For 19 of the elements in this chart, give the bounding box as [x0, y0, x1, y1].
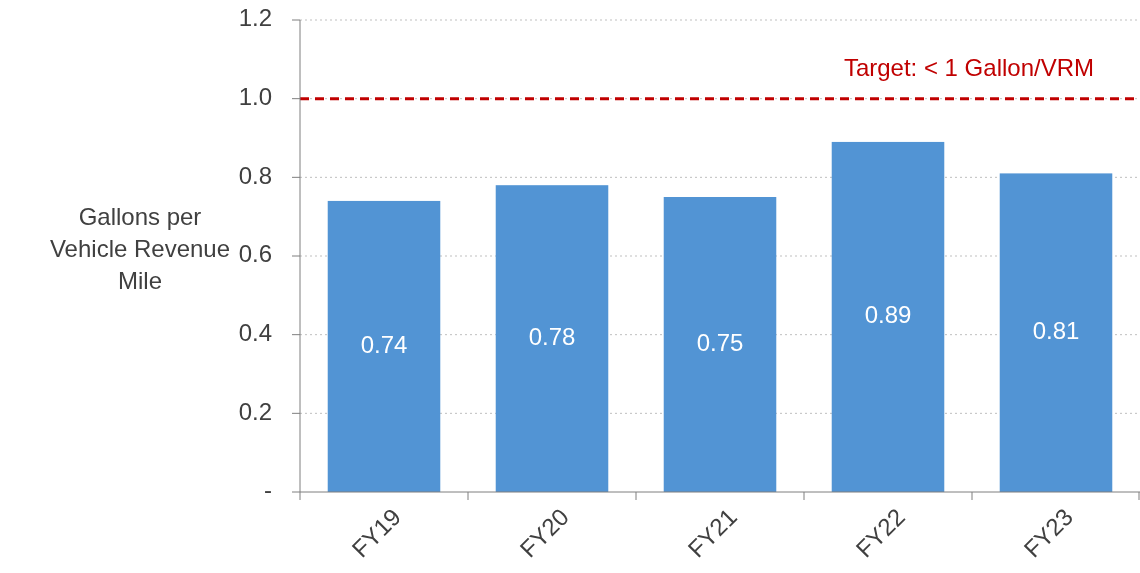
y-tick-label: 0.2: [238, 397, 272, 425]
y-tick-label: 0.4: [238, 319, 272, 347]
bar: [999, 173, 1113, 492]
data-label: 0.78: [528, 322, 576, 350]
ref-line-label: Target: < 1 Gallon/VRM: [843, 54, 1094, 82]
bar: [663, 197, 777, 492]
y-tick-label: 0.6: [238, 240, 272, 268]
y-axis-title: Gallons per Vehicle Revenue Mile: [49, 203, 231, 294]
data-label: 0.89: [864, 301, 912, 329]
y-tick-label: 1.0: [238, 83, 272, 111]
y-tick-label: 1.2: [238, 4, 272, 32]
data-label: 0.75: [696, 328, 744, 356]
data-label: 0.74: [360, 330, 408, 358]
bar: [327, 200, 441, 492]
y-tick-label: -: [264, 476, 272, 504]
y-tick-label: 0.8: [238, 161, 272, 189]
data-label: 0.81: [1032, 317, 1080, 345]
bar: [495, 185, 609, 492]
bar: [831, 141, 945, 492]
